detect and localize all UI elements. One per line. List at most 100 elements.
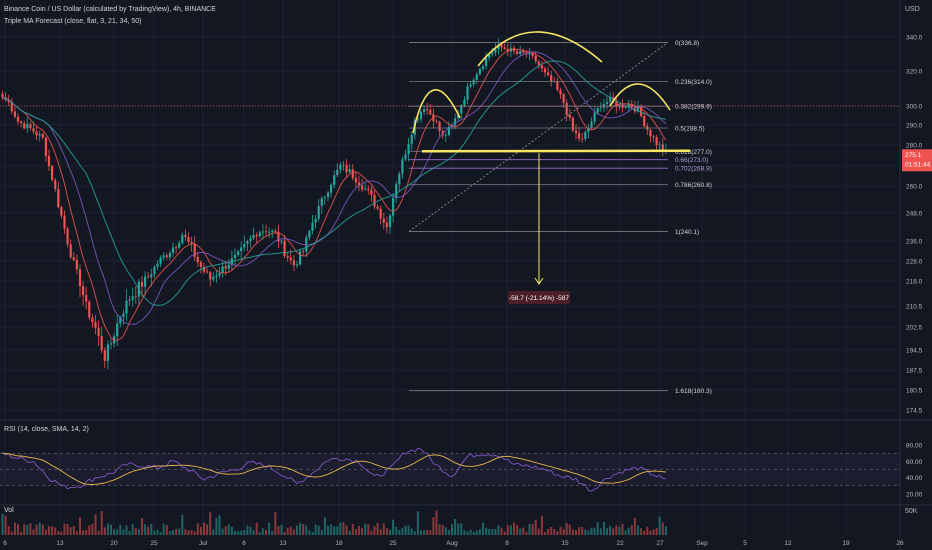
candle[interactable] — [640, 106, 643, 117]
candle[interactable] — [410, 134, 413, 144]
candle[interactable] — [150, 274, 153, 278]
candle[interactable] — [419, 111, 423, 120]
candle[interactable] — [401, 159, 404, 174]
candle[interactable] — [367, 188, 370, 190]
candle[interactable] — [336, 169, 339, 176]
candle[interactable] — [574, 130, 578, 134]
candle[interactable] — [190, 242, 193, 244]
candle[interactable] — [206, 271, 209, 273]
candle[interactable] — [268, 231, 271, 233]
candle[interactable] — [171, 247, 175, 253]
candle[interactable] — [500, 44, 503, 48]
candle[interactable] — [519, 51, 522, 55]
candle[interactable] — [643, 116, 646, 127]
candle[interactable] — [246, 241, 249, 245]
candle[interactable] — [286, 255, 289, 258]
candle[interactable] — [438, 121, 441, 131]
candle[interactable] — [311, 222, 314, 231]
candle[interactable] — [658, 144, 661, 146]
candle[interactable] — [72, 257, 75, 260]
candle[interactable] — [218, 273, 221, 276]
candle[interactable] — [140, 281, 144, 287]
candle[interactable] — [193, 243, 196, 257]
candle[interactable] — [196, 256, 199, 263]
right-shoulder-arc[interactable] — [609, 83, 671, 111]
candle[interactable] — [423, 108, 426, 112]
candle[interactable] — [330, 184, 333, 193]
candle[interactable] — [376, 206, 379, 209]
candle[interactable] — [416, 119, 419, 121]
candle[interactable] — [404, 154, 407, 160]
candle[interactable] — [361, 185, 364, 190]
candle[interactable] — [175, 247, 178, 249]
candle[interactable] — [94, 322, 97, 328]
candle[interactable] — [97, 327, 100, 337]
candle[interactable] — [497, 44, 500, 50]
candle[interactable] — [54, 180, 57, 189]
candle[interactable] — [122, 313, 125, 317]
candle[interactable] — [562, 94, 565, 103]
candle[interactable] — [178, 243, 181, 248]
candle[interactable] — [38, 134, 41, 136]
candle[interactable] — [407, 143, 410, 155]
candle[interactable] — [320, 198, 323, 206]
candle[interactable] — [630, 104, 633, 108]
candle[interactable] — [44, 137, 47, 156]
candle[interactable] — [66, 228, 69, 245]
candle[interactable] — [32, 128, 35, 132]
candle[interactable] — [584, 132, 587, 139]
candle[interactable] — [426, 108, 429, 110]
candle[interactable] — [578, 133, 581, 139]
candle[interactable] — [255, 235, 258, 237]
candle[interactable] — [51, 166, 54, 181]
candle[interactable] — [364, 188, 367, 190]
candle[interactable] — [212, 276, 215, 280]
candle[interactable] — [156, 263, 159, 267]
candle[interactable] — [57, 188, 60, 208]
candle[interactable] — [392, 197, 395, 216]
candle[interactable] — [199, 262, 202, 268]
candle[interactable] — [447, 126, 450, 135]
head-arc[interactable] — [477, 31, 603, 67]
candle[interactable] — [302, 251, 305, 252]
candle[interactable] — [326, 192, 330, 198]
candle[interactable] — [116, 323, 119, 337]
candle[interactable] — [627, 104, 630, 108]
neckline[interactable] — [421, 149, 691, 153]
candle[interactable] — [209, 272, 212, 280]
candle[interactable] — [274, 230, 277, 232]
candle[interactable] — [540, 65, 543, 69]
candle[interactable] — [357, 182, 361, 186]
candle[interactable] — [485, 57, 488, 67]
candle[interactable] — [516, 51, 519, 55]
candle[interactable] — [323, 197, 326, 199]
candle[interactable] — [478, 68, 481, 75]
candle[interactable] — [289, 257, 292, 261]
candle[interactable] — [618, 104, 621, 107]
candle[interactable] — [243, 244, 246, 248]
candle[interactable] — [252, 235, 255, 239]
candle[interactable] — [559, 89, 562, 95]
candle[interactable] — [221, 266, 224, 274]
candle[interactable] — [593, 112, 596, 122]
pattern-drawings[interactable]: -58.7 (-21.14%) -587 — [0, 31, 900, 304]
candle[interactable] — [100, 336, 103, 351]
candle[interactable] — [599, 107, 602, 109]
candle[interactable] — [636, 106, 640, 112]
candle[interactable] — [103, 350, 106, 361]
candle[interactable] — [165, 255, 168, 258]
candle[interactable] — [227, 264, 230, 269]
candlestick-series[interactable] — [1, 38, 667, 370]
price-axis[interactable]: 340.0320.0300.0290.0280.0270.0260.0248.0… — [902, 35, 932, 499]
candle[interactable] — [162, 255, 165, 258]
candle[interactable] — [168, 252, 171, 258]
candle[interactable] — [354, 177, 357, 183]
candle[interactable] — [85, 295, 88, 302]
candle[interactable] — [215, 275, 218, 277]
candle[interactable] — [345, 164, 348, 173]
candle[interactable] — [537, 61, 540, 66]
candle[interactable] — [237, 251, 240, 255]
candle[interactable] — [91, 317, 94, 323]
candle[interactable] — [82, 286, 85, 296]
